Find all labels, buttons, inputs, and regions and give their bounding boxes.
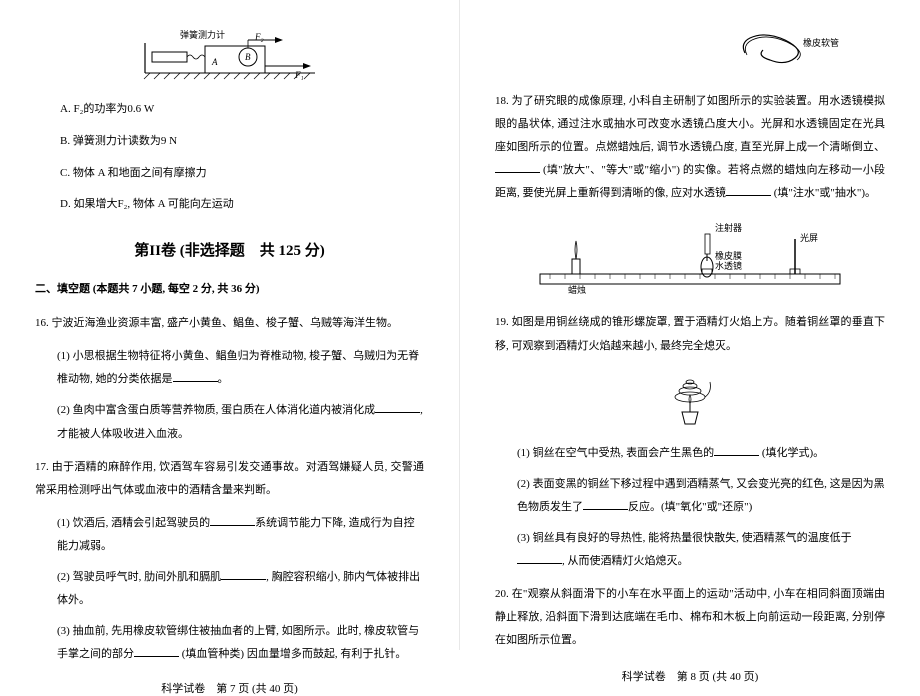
q18-end: (填"注水"或"抽水")。: [771, 187, 876, 199]
copper-coil-diagram: [495, 372, 885, 430]
spring-scale-diagram: 弹簧测力计 F₂ A B: [35, 28, 424, 86]
blank: [375, 401, 420, 413]
blank: [714, 444, 759, 456]
page-footer-8: 科学试卷 第 8 页 (共 40 页): [495, 658, 885, 684]
blank: [221, 568, 266, 580]
option-b: B. 弹簧测力计读数为9 N: [60, 132, 424, 152]
screen-label: 光屏: [800, 232, 818, 243]
option-a: A. F₂的功率为0.6 W: [60, 100, 424, 120]
q19-1: (1) 铜丝在空气中受热, 表面会产生黑色的 (填化学式)。: [495, 442, 885, 465]
q16-2-text: (2) 鱼肉中富含蛋白质等营养物质, 蛋白质在人体消化道内被消化成: [57, 404, 375, 416]
blank: [495, 161, 540, 173]
option-d: D. 如果增大F₂, 物体 A 可能向左运动: [60, 195, 424, 215]
q17-3: (3) 抽血前, 先用橡皮软管绑住被抽血者的上臂, 如图所示。此时, 橡皮软管与…: [35, 620, 424, 666]
q19-1-text: (1) 铜丝在空气中受热, 表面会产生黑色的: [517, 447, 714, 459]
q19-2-end: 反应。(填"氧化"或"还原"): [628, 501, 752, 513]
candle-label: 蜡烛: [568, 284, 586, 294]
fill-blank-title: 二、填空题 (本题共 7 小题, 每空 2 分, 共 36 分): [35, 280, 424, 296]
blank: [583, 498, 628, 510]
page-footer-7: 科学试卷 第 7 页 (共 40 页): [35, 670, 424, 696]
blank: [210, 514, 255, 526]
q16-1: (1) 小思根据生物特征将小黄鱼、鲳鱼归为脊椎动物, 梭子蟹、乌贼归为无脊椎动物…: [35, 345, 424, 391]
q17-1: (1) 饮酒后, 酒精会引起驾驶员的系统调节能力下降, 造成行为自控能力减弱。: [35, 512, 424, 558]
q18-stem: 18. 为了研究眼的成像原理, 小科自主研制了如图所示的实验装置。用水透镜模拟眼…: [495, 95, 885, 153]
q16-2: (2) 鱼肉中富含蛋白质等营养物质, 蛋白质在人体消化道内被消化成, 才能被人体…: [35, 399, 424, 445]
svg-text:F₁: F₁: [294, 70, 304, 80]
blank: [726, 184, 771, 196]
q17-stem: 17. 由于酒精的麻醉作用, 饮酒驾车容易引发交通事故。对酒驾嫌疑人员, 交警通…: [35, 456, 424, 502]
q17-3-end: (填血管种类) 因血量增多而鼓起, 有利于扎针。: [179, 648, 406, 660]
spring-label: 弹簧测力计: [180, 29, 225, 40]
svg-text:橡皮膜: 橡皮膜: [715, 250, 742, 261]
q19-3-text: (3) 铜丝具有良好的导热性, 能将热量很快散失, 使酒精蒸气的温度低于: [517, 532, 852, 544]
q19-3: (3) 铜丝具有良好的导热性, 能将热量很快散失, 使酒精蒸气的温度低于 , 从而…: [495, 527, 885, 573]
svg-text:水透镜: 水透镜: [715, 260, 742, 271]
q19-stem: 19. 如图是用铜丝绕成的锥形螺旋罩, 置于酒精灯火焰上方。随着铜丝罩的垂直下移…: [495, 311, 885, 357]
svg-text:A: A: [211, 57, 218, 67]
page-8: 橡皮软管 18. 为了研究眼的成像原理, 小科自主研制了如图所示的实验装置。用水…: [460, 0, 920, 650]
tube-label: 橡皮软管: [803, 37, 839, 48]
blank: [134, 645, 179, 657]
section-2-title: 第II卷 (非选择题 共 125 分): [35, 239, 424, 260]
q17-2: (2) 驾驶员呼气时, 肋间外肌和膈肌, 胸腔容积缩小, 肺内气体被排出体外。: [35, 566, 424, 612]
page-7: 弹簧测力计 F₂ A B: [0, 0, 460, 650]
blank: [173, 370, 218, 382]
q17-1-text: (1) 饮酒后, 酒精会引起驾驶员的: [57, 517, 210, 529]
q19-3-end: , 从而使酒精灯火焰熄灭。: [562, 555, 689, 567]
q16-stem: 16. 宁波近海渔业资源丰富, 盛产小黄鱼、鲳鱼、梭子蟹、乌贼等海洋生物。: [35, 312, 424, 335]
q16-1-text: (1) 小思根据生物特征将小黄鱼、鲳鱼归为脊椎动物, 梭子蟹、乌贼归为无脊椎动物…: [57, 350, 419, 385]
optical-bench-diagram: 蜡烛 注射器 橡皮膜 水透镜 光屏: [495, 219, 885, 297]
blank: [517, 552, 562, 564]
svg-text:B: B: [245, 52, 251, 62]
option-c: C. 物体 A 和地面之间有摩擦力: [60, 164, 424, 184]
q18: 18. 为了研究眼的成像原理, 小科自主研制了如图所示的实验装置。用水透镜模拟眼…: [495, 90, 885, 205]
q20-stem: 20. 在"观察从斜面滑下的小车在水平面上的运动"活动中, 小车在相同斜面顶端由…: [495, 583, 885, 652]
rubber-tube-diagram: 橡皮软管: [495, 28, 885, 76]
syringe-label: 注射器: [715, 222, 742, 233]
q19-1-end: (填化学式)。: [759, 447, 824, 459]
q19-2: (2) 表面变黑的铜丝下移过程中遇到酒精蒸气, 又会变光亮的红色, 这是因为黑色…: [495, 473, 885, 519]
q16-1-end: 。: [218, 373, 229, 385]
q17-2-text: (2) 驾驶员呼气时, 肋间外肌和膈肌: [57, 571, 221, 583]
